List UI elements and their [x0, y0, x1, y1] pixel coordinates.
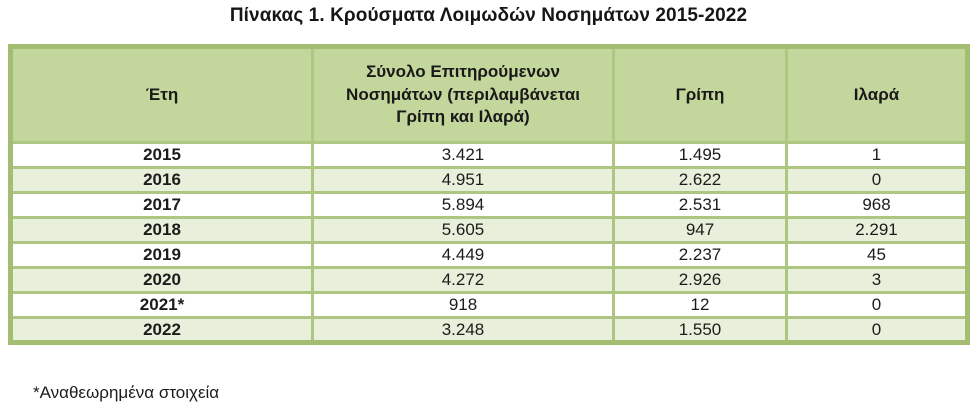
total-cell: 4.449 — [311, 241, 615, 269]
total-cell: 3.421 — [311, 141, 615, 169]
measles-cell: 45 — [785, 241, 969, 269]
flu-cell: 947 — [612, 216, 788, 244]
column-header-flu: Γρίπη — [612, 45, 788, 144]
flu-cell: 1.495 — [612, 141, 788, 169]
year-cell: 2022 — [9, 316, 314, 344]
total-cell: 4.951 — [311, 166, 615, 194]
header-row: Έτη Σύνολο Επιτηρούμενων Νοσημάτων (περι… — [9, 45, 969, 144]
column-header-total-surveilled: Σύνολο Επιτηρούμενων Νοσημάτων (περιλαμβ… — [311, 45, 615, 144]
measles-cell: 0 — [785, 291, 969, 319]
table-row: 2019 4.449 2.237 45 — [9, 241, 969, 269]
total-cell: 3.248 — [311, 316, 615, 344]
measles-cell: 3 — [785, 266, 969, 294]
year-cell: 2021* — [9, 291, 314, 319]
column-header-measles: Ιλαρά — [785, 45, 969, 144]
table-row: 2016 4.951 2.622 0 — [9, 166, 969, 194]
measles-cell: 2.291 — [785, 216, 969, 244]
flu-cell: 2.531 — [612, 191, 788, 219]
year-cell: 2020 — [9, 266, 314, 294]
total-cell: 5.605 — [311, 216, 615, 244]
flu-cell: 12 — [612, 291, 788, 319]
measles-cell: 0 — [785, 166, 969, 194]
year-cell: 2016 — [9, 166, 314, 194]
total-cell: 5.894 — [311, 191, 615, 219]
measles-cell: 968 — [785, 191, 969, 219]
year-cell: 2017 — [9, 191, 314, 219]
table-row: 2018 5.605 947 2.291 — [9, 216, 969, 244]
year-cell: 2015 — [9, 141, 314, 169]
table-row: 2022 3.248 1.550 0 — [9, 316, 969, 344]
total-cell: 918 — [311, 291, 615, 319]
table-title: Πίνακας 1. Κρούσματα Λοιμωδών Νοσημάτων … — [229, 5, 748, 26]
table-row: 2015 3.421 1.495 1 — [9, 141, 969, 169]
measles-cell: 0 — [785, 316, 969, 344]
column-header-years: Έτη — [9, 45, 314, 144]
footnote-revised-data: *Αναθεωρημένα στοιχεία — [33, 383, 220, 402]
measles-cell: 1 — [785, 141, 969, 169]
table-row: 2021* 918 12 0 — [9, 291, 969, 319]
table-row: 2017 5.894 2.531 968 — [9, 191, 969, 219]
total-cell: 4.272 — [311, 266, 615, 294]
year-cell: 2018 — [9, 216, 314, 244]
flu-cell: 2.237 — [612, 241, 788, 269]
flu-cell: 2.926 — [612, 266, 788, 294]
flu-cell: 2.622 — [612, 166, 788, 194]
flu-cell: 1.550 — [612, 316, 788, 344]
year-cell: 2019 — [9, 241, 314, 269]
table-row: 2020 4.272 2.926 3 — [9, 266, 969, 294]
infectious-diseases-table: Έτη Σύνολο Επιτηρούμενων Νοσημάτων (περι… — [8, 44, 970, 345]
